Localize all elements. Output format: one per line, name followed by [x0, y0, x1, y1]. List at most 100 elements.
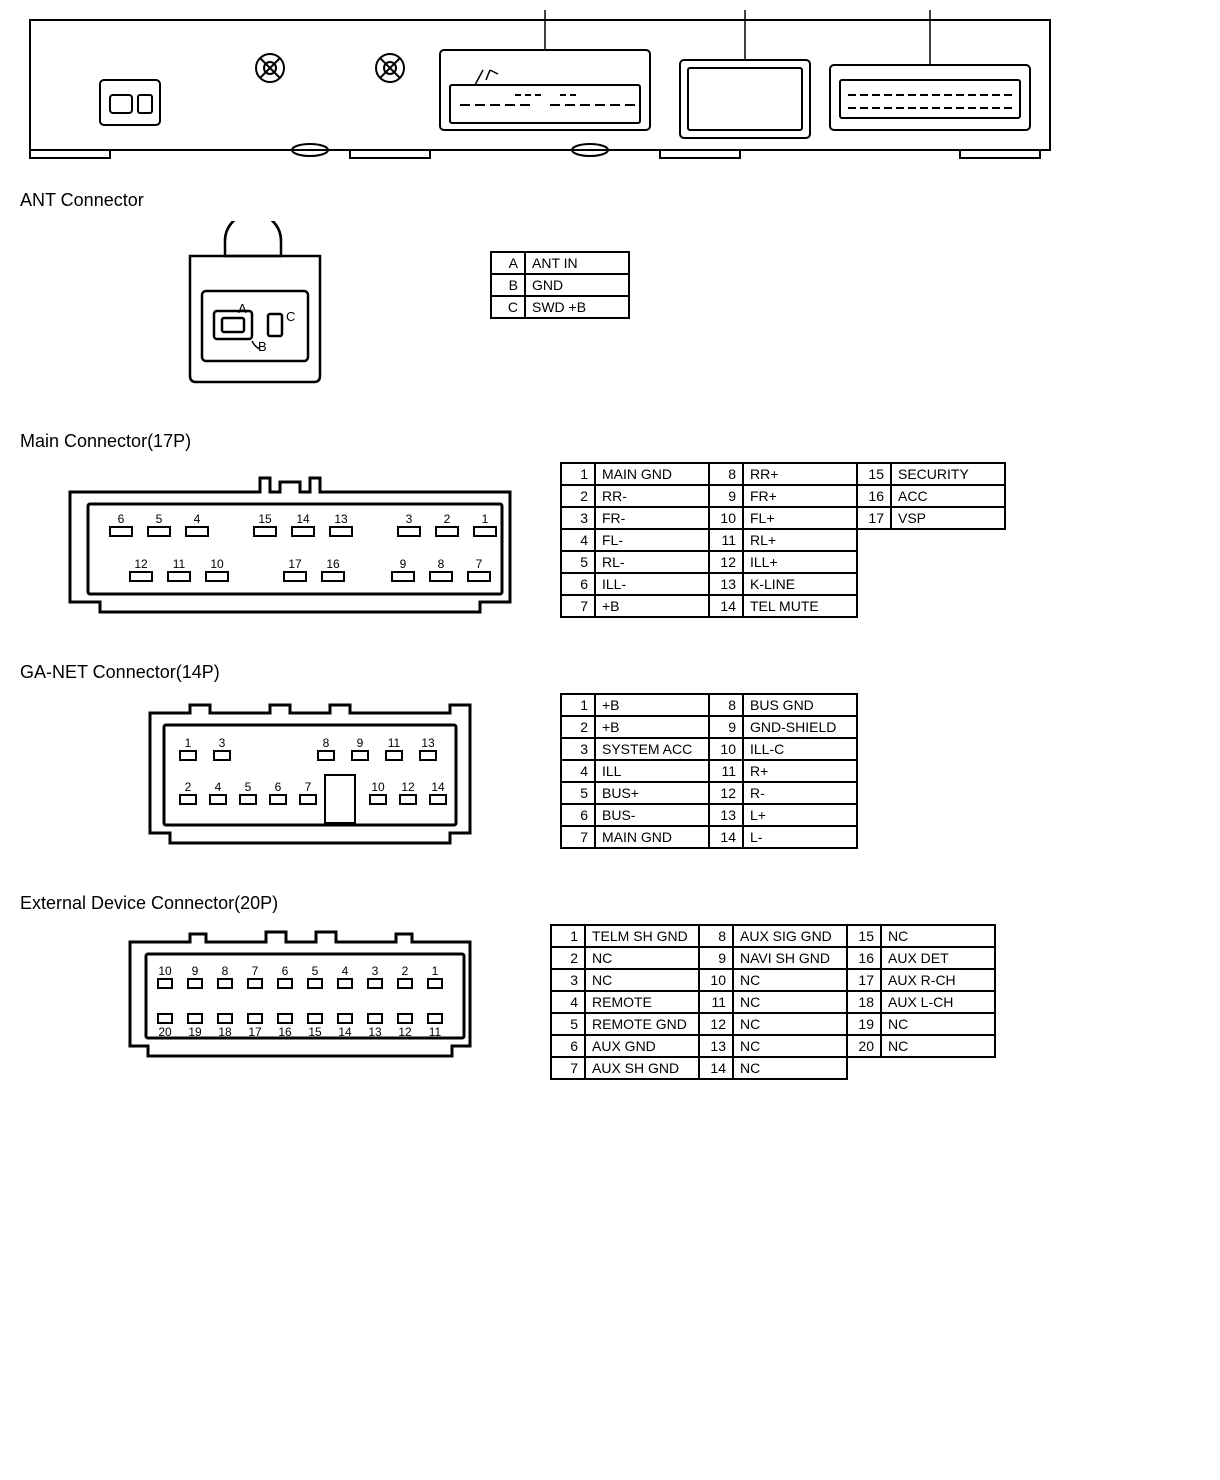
- pin-name: AUX SIG GND: [733, 925, 847, 947]
- pin-name: NC: [733, 991, 847, 1013]
- connector-pin-label: 14: [296, 512, 310, 526]
- connector-pin-label: 11: [388, 736, 401, 750]
- connector-pin-label: 11: [429, 1025, 442, 1039]
- connector-pin-label: 2: [444, 512, 451, 526]
- ext-pinout-table: 1TELM SH GND8AUX SIG GND15NC2NC9NAVI SH …: [550, 924, 996, 1080]
- pin-name: NC: [733, 1057, 847, 1079]
- pin-name: ILL: [595, 760, 709, 782]
- pin-number: 19: [847, 1013, 881, 1035]
- section-ganet: GA-NET Connector(14P) 13891113 245671012…: [20, 662, 1200, 863]
- pin-name: ANT IN: [525, 252, 629, 274]
- connector-pin-label: 9: [192, 964, 199, 978]
- connector-pin-label: 1: [482, 512, 489, 526]
- pin-number: 1: [561, 694, 595, 716]
- pin-name: +B: [595, 716, 709, 738]
- connector-pin-label: 10: [371, 780, 385, 794]
- pin-name: NC: [881, 1013, 995, 1035]
- connector-pin-label: 5: [156, 512, 163, 526]
- connector-pin-label: 18: [218, 1025, 232, 1039]
- pin-number: 10: [709, 738, 743, 760]
- ganet-connector-drawing: 13891113 24567101214: [140, 693, 480, 863]
- pin-number: 7: [551, 1057, 585, 1079]
- pin-name: SYSTEM ACC: [595, 738, 709, 760]
- connector-pin-label: 12: [134, 557, 148, 571]
- connector-pin-label: 12: [401, 780, 415, 794]
- connector-pin-label: 16: [326, 557, 340, 571]
- pin-number: 18: [847, 991, 881, 1013]
- pin-name: NC: [733, 969, 847, 991]
- pin-name: GND: [525, 274, 629, 296]
- connector-pin-label: 3: [406, 512, 413, 526]
- connector-pin-label: 9: [400, 557, 407, 571]
- pin-number: 5: [561, 782, 595, 804]
- pin-number: 11: [709, 529, 743, 551]
- connector-pin-label: 1: [432, 964, 439, 978]
- pin-name: NC: [881, 925, 995, 947]
- ant-pin-b-label: B: [258, 339, 267, 354]
- pin-name: R+: [743, 760, 857, 782]
- pin-name: ILL-C: [743, 738, 857, 760]
- pin-name: FL+: [743, 507, 857, 529]
- pin-name: RL-: [595, 551, 709, 573]
- connector-pin-label: 13: [368, 1025, 382, 1039]
- pin-number: 15: [847, 925, 881, 947]
- pin-number: 20: [847, 1035, 881, 1057]
- connector-pin-label: 13: [421, 736, 435, 750]
- pin-name: TELM SH GND: [585, 925, 699, 947]
- pin-name: AUX R-CH: [881, 969, 995, 991]
- connector-pin-label: 3: [219, 736, 226, 750]
- pin-name: GND-SHIELD: [743, 716, 857, 738]
- pin-number: 17: [847, 969, 881, 991]
- connector-pin-label: 6: [282, 964, 289, 978]
- pin-number: 6: [551, 1035, 585, 1057]
- connector-pin-label: 14: [431, 780, 445, 794]
- pin-number: 1: [551, 925, 585, 947]
- connector-pin-label: 1: [185, 736, 192, 750]
- pin-number: 3: [551, 969, 585, 991]
- connector-pin-label: 10: [210, 557, 224, 571]
- connector-pin-label: 6: [118, 512, 125, 526]
- connector-pin-label: 20: [158, 1025, 172, 1039]
- connector-pin-label: 9: [357, 736, 364, 750]
- ext-connector-drawing: 10987654321 20191817161514131211: [120, 924, 490, 1074]
- pin-name: FL-: [595, 529, 709, 551]
- connector-pin-label: 10: [158, 964, 172, 978]
- pin-name: MAIN GND: [595, 463, 709, 485]
- pin-name: ILL-: [595, 573, 709, 595]
- pin-number: 17: [857, 507, 891, 529]
- connector-pin-label: 13: [334, 512, 348, 526]
- ant-connector-drawing: A C B: [170, 221, 340, 401]
- connector-pin-label: 4: [194, 512, 201, 526]
- pin-number: 14: [699, 1057, 733, 1079]
- pin-name: REMOTE GND: [585, 1013, 699, 1035]
- pin-number: A: [491, 252, 525, 274]
- connector-pin-label: 2: [185, 780, 192, 794]
- pin-number: 12: [709, 782, 743, 804]
- pin-name: AUX GND: [585, 1035, 699, 1057]
- pin-number: 3: [561, 507, 595, 529]
- pin-name: NC: [733, 1013, 847, 1035]
- pin-name: BUS GND: [743, 694, 857, 716]
- connector-pin-label: 14: [338, 1025, 352, 1039]
- pin-number: 11: [699, 991, 733, 1013]
- pin-name: AUX L-CH: [881, 991, 995, 1013]
- connector-pin-label: 7: [305, 780, 312, 794]
- pin-name: REMOTE: [585, 991, 699, 1013]
- pin-name: SECURITY: [891, 463, 1005, 485]
- pin-number: 8: [699, 925, 733, 947]
- connector-pin-label: 8: [222, 964, 229, 978]
- ext-title: External Device Connector(20P): [20, 893, 1200, 914]
- pin-name: VSP: [891, 507, 1005, 529]
- pin-name: +B: [595, 694, 709, 716]
- connector-pin-label: 5: [245, 780, 252, 794]
- pin-name: +B: [595, 595, 709, 617]
- pin-name: NC: [585, 947, 699, 969]
- pin-number: 15: [857, 463, 891, 485]
- connector-pin-label: 4: [215, 780, 222, 794]
- connector-pin-label: 2: [402, 964, 409, 978]
- pin-number: C: [491, 296, 525, 318]
- pin-number: 2: [551, 947, 585, 969]
- section-ant: ANT Connector: [20, 190, 1200, 401]
- pin-number: 4: [551, 991, 585, 1013]
- pin-name: R-: [743, 782, 857, 804]
